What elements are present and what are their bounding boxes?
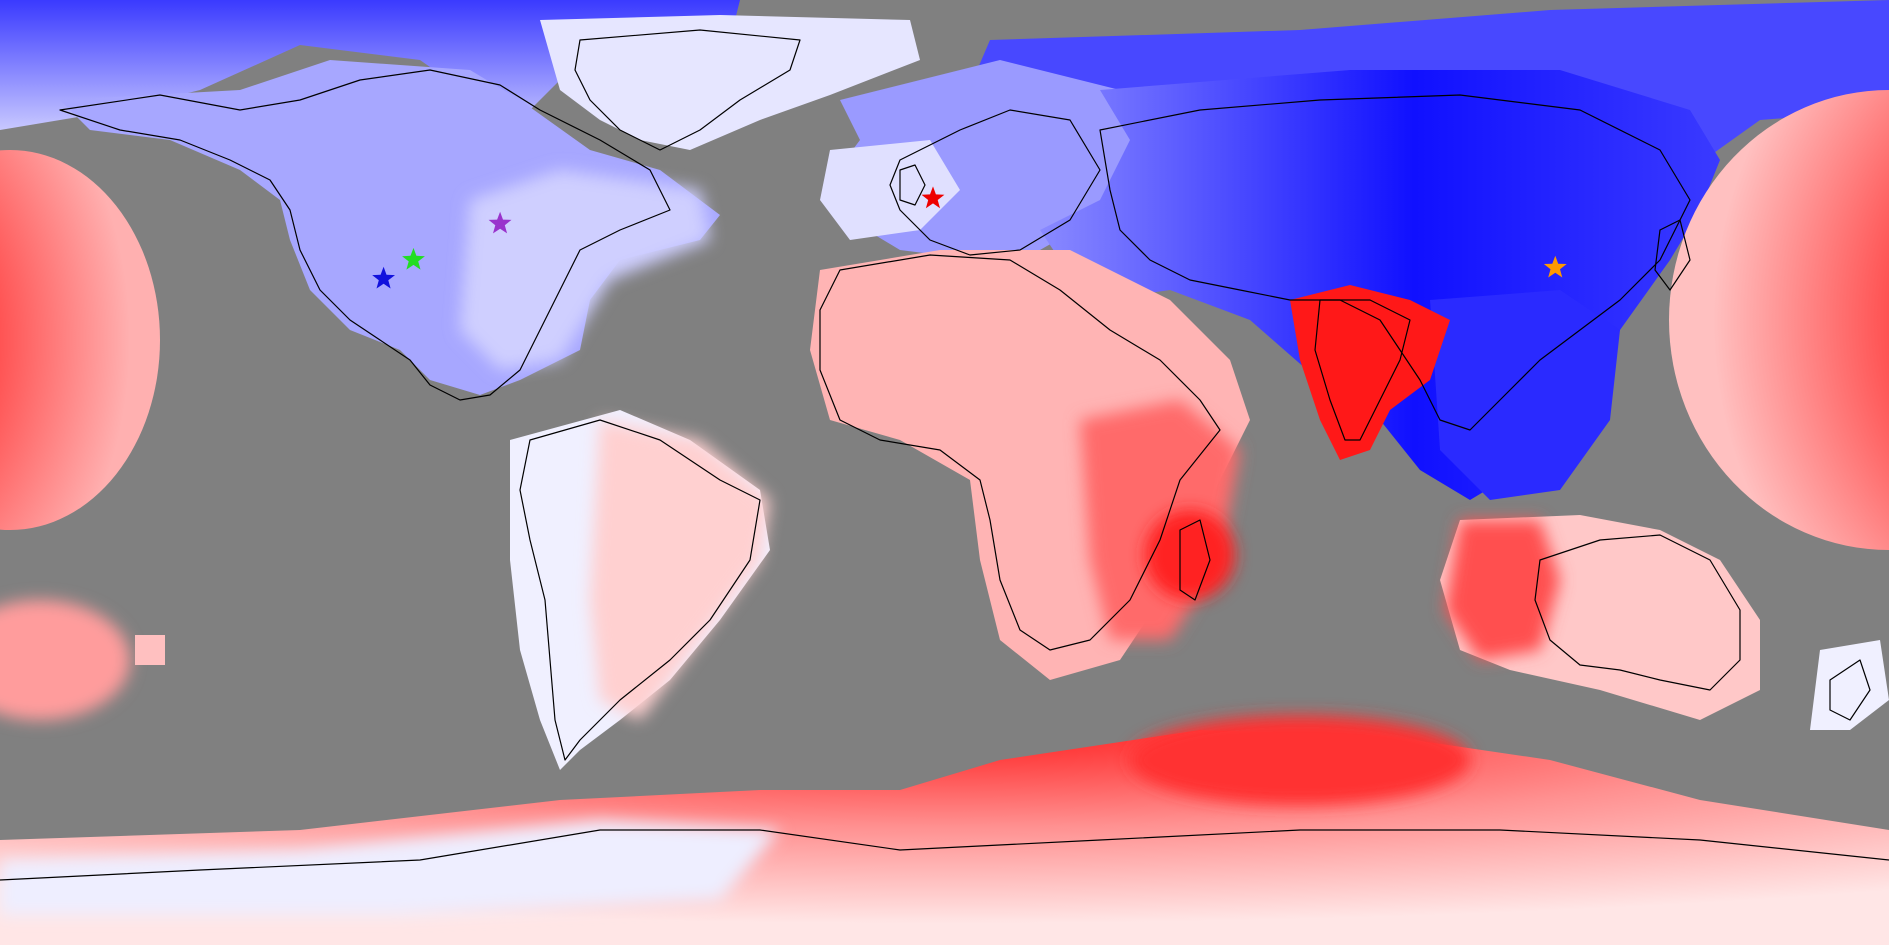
coast-japan [1654, 219, 1691, 291]
coast-north-america [59, 69, 671, 401]
marker-red [921, 186, 945, 209]
coast-africa [819, 254, 1221, 651]
field-india [1290, 285, 1450, 460]
coast-australia [1534, 534, 1741, 691]
marker-purple [488, 211, 512, 234]
coast-india [1314, 299, 1411, 441]
field-southeast-asia [1430, 290, 1620, 500]
coastlines [0, 29, 1889, 881]
field-pacific-island [135, 635, 165, 665]
field-antarctica-west [0, 820, 780, 915]
coast-south-america [519, 419, 761, 761]
field-north-america-east [460, 170, 710, 370]
marker-blue [372, 266, 395, 289]
coast-asia [1099, 94, 1691, 431]
field-pacific-west-south [0, 600, 130, 720]
marker-layer [372, 186, 1567, 289]
coast-new-zealand [1829, 659, 1871, 721]
field-pacific-west [0, 150, 160, 530]
field-greenland [540, 15, 920, 150]
coast-british-isles [899, 164, 926, 206]
field-pacific-east [1669, 90, 1889, 550]
coast-greenland [574, 29, 801, 151]
field-australia-west [1445, 520, 1560, 660]
field-madagascar-hotspot [1145, 510, 1235, 600]
coast-europe [889, 109, 1101, 256]
field-europe-west [820, 140, 960, 240]
marker-green [402, 247, 425, 270]
coast-madagascar [1179, 519, 1211, 601]
field-southern-hotspot [1130, 715, 1470, 805]
coast-antarctica [0, 829, 1889, 881]
field-south-america-east [590, 420, 770, 720]
marker-orange [1543, 255, 1567, 278]
